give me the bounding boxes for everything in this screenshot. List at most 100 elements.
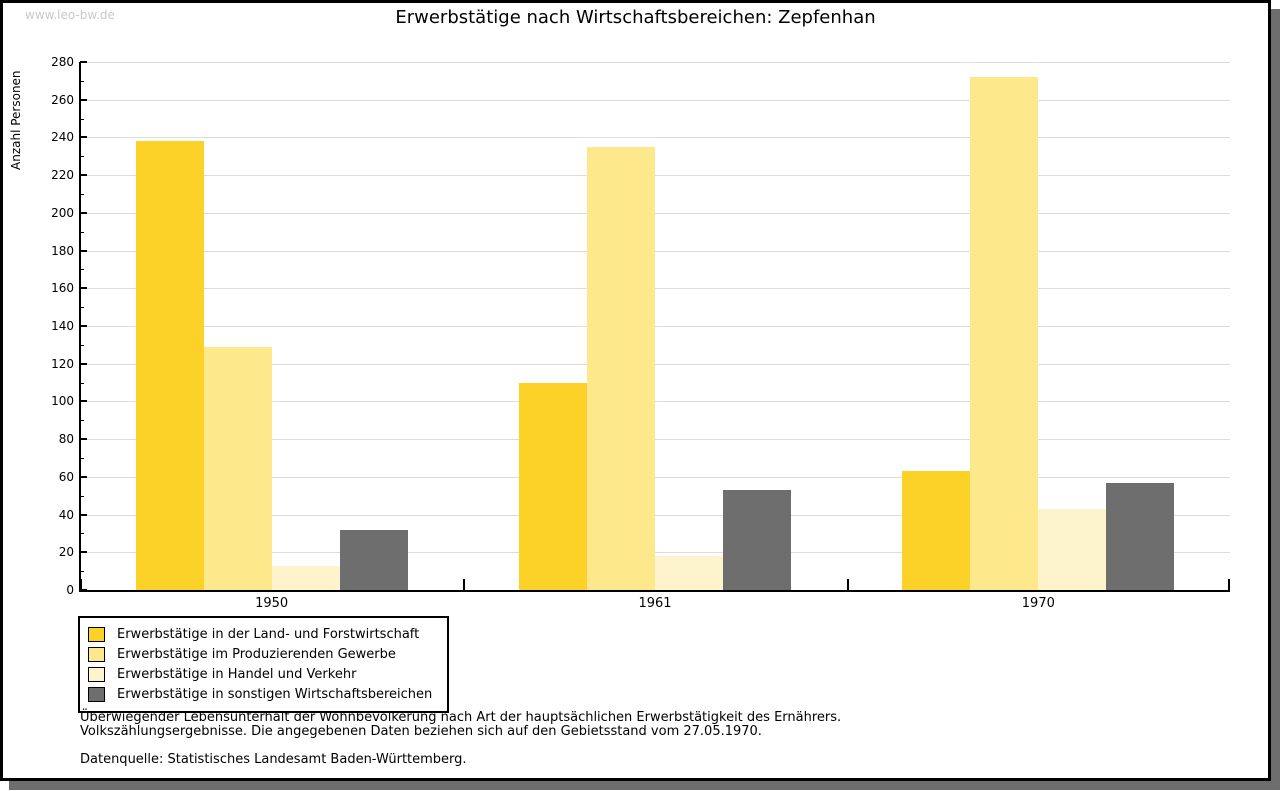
gridline-y-280 xyxy=(80,62,1230,63)
x-boundary-tick-3 xyxy=(1228,579,1230,590)
y-minor-tick-150 xyxy=(80,307,84,309)
x-category-label-1961: 1961 xyxy=(638,596,672,611)
bar-1970-series-1 xyxy=(902,471,971,590)
y-major-tick-160 xyxy=(80,287,87,290)
bar-1961-series-4 xyxy=(723,490,791,590)
y-tick-label-40: 40 xyxy=(58,507,74,522)
legend-swatch-icon xyxy=(88,646,105,662)
bar-1961-series-1 xyxy=(519,382,587,590)
y-tick-label-80: 80 xyxy=(58,432,74,447)
watermark-leo-bw: www.leo-bw.de xyxy=(25,8,115,22)
gridline-y-260 xyxy=(80,99,1230,101)
bar-1961-series-2 xyxy=(587,146,655,590)
bar-1970-series-2 xyxy=(970,77,1039,590)
gridline-y-200 xyxy=(80,212,1230,214)
y-tick-label-240: 240 xyxy=(51,130,74,145)
y-minor-tick-210 xyxy=(80,194,84,195)
bar-1950-series-2 xyxy=(203,346,272,590)
x-boundary-tick-2 xyxy=(846,579,849,590)
y-minor-tick-230 xyxy=(80,156,84,158)
y-major-tick-20 xyxy=(80,551,87,554)
gridline-y-40 xyxy=(80,514,1230,516)
y-tick-label-120: 120 xyxy=(51,356,74,371)
y-minor-tick-30 xyxy=(80,533,84,535)
gridline-y-220 xyxy=(80,175,1230,177)
bar-1950-series-4 xyxy=(339,529,408,590)
legend-swatch-icon xyxy=(88,686,105,702)
legend-item-1: Erwerbstätige in der Land- und Forstwirt… xyxy=(88,624,437,644)
y-minor-tick-70 xyxy=(80,458,84,459)
y-minor-tick-110 xyxy=(80,382,84,384)
x-axis-line xyxy=(79,590,1230,592)
bar-1970-series-4 xyxy=(1106,482,1175,590)
y-minor-tick-130 xyxy=(80,344,84,346)
gridline-y-160 xyxy=(80,288,1230,290)
y-major-tick-280 xyxy=(80,61,87,63)
bar-1950-series-1 xyxy=(135,141,204,590)
legend-swatch-icon xyxy=(88,626,105,642)
plot-area: 0 20 40 60 80 100 120 140 160 180 200 220 240 260 280 … xyxy=(51,55,1230,611)
y-major-tick-220 xyxy=(80,174,87,177)
legend-swatch-icon xyxy=(88,666,105,682)
x-category-label-1970: 1970 xyxy=(1021,596,1055,611)
y-tick-label-220: 220 xyxy=(51,168,74,183)
bar-1950-series-3 xyxy=(271,565,340,590)
y-major-tick-180 xyxy=(80,249,87,252)
x-category-label-1950: 1950 xyxy=(255,596,289,611)
y-minor-tick-250 xyxy=(80,118,84,120)
y-tick-label-20: 20 xyxy=(58,545,74,560)
footnote-line-1: Überwiegender Lebensunterhalt der Wohnbe… xyxy=(80,710,842,725)
legend-label: Erwerbstätige in der Land- und Forstwirt… xyxy=(117,626,420,642)
legend-box: Erwerbstätige in der Land- und Forstwirt… xyxy=(78,616,449,713)
y-minor-tick-90 xyxy=(80,420,84,422)
y-major-tick-240 xyxy=(80,136,87,139)
gridline-y-60 xyxy=(80,476,1230,478)
y-tick-label-280: 280 xyxy=(51,55,74,69)
y-major-tick-60 xyxy=(80,475,87,478)
gridline-y-180 xyxy=(80,250,1230,252)
y-tick-label-200: 200 xyxy=(51,205,74,220)
legend-item-2: Erwerbstätige im Produzierenden Gewerbe xyxy=(88,644,437,664)
y-tick-label-0: 0 xyxy=(66,583,74,597)
gridline-y-140 xyxy=(80,326,1230,327)
y-minor-tick-190 xyxy=(80,231,84,233)
y-major-tick-260 xyxy=(80,98,87,101)
legend-label: Erwerbstätige im Produzierenden Gewerbe xyxy=(117,646,396,662)
y-minor-tick-10 xyxy=(80,571,84,573)
y-axis-title: Anzahl Personen xyxy=(9,70,23,170)
y-tick-label-160: 160 xyxy=(51,281,74,296)
chart-title: Erwerbstätige nach Wirtschaftsbereichen:… xyxy=(395,7,876,28)
gridline-y-80 xyxy=(80,439,1230,441)
y-major-tick-0 xyxy=(80,589,87,591)
x-boundary-tick-0 xyxy=(80,579,82,590)
y-major-tick-40 xyxy=(80,513,87,516)
gridline-y-120 xyxy=(80,363,1230,365)
y-tick-label-60: 60 xyxy=(58,469,74,484)
footnote-line-2: Volkszählungsergebnisse. Die angegebenen… xyxy=(80,724,762,739)
y-major-tick-140 xyxy=(80,325,87,327)
y-minor-tick-50 xyxy=(80,495,84,497)
bar-1961-series-3 xyxy=(655,556,723,590)
gridline-y-20 xyxy=(80,552,1230,554)
legend-label: Erwerbstätige in Handel und Verkehr xyxy=(117,666,357,682)
y-minor-tick-170 xyxy=(80,269,84,271)
x-boundary-tick-1 xyxy=(463,579,466,590)
y-major-tick-100 xyxy=(80,400,87,403)
y-tick-label-140: 140 xyxy=(51,319,74,333)
y-major-tick-80 xyxy=(80,438,87,441)
y-major-tick-120 xyxy=(80,362,87,365)
gridline-y-240 xyxy=(80,137,1230,139)
bar-1970-series-3 xyxy=(1038,508,1107,590)
y-tick-label-180: 180 xyxy=(51,243,74,258)
y-tick-label-260: 260 xyxy=(51,92,74,107)
data-source-note: Datenquelle: Statistisches Landesamt Bad… xyxy=(80,752,467,767)
y-tick-label-100: 100 xyxy=(51,394,74,409)
legend-item-3: Erwerbstätige in Handel und Verkehr xyxy=(88,664,437,684)
y-major-tick-200 xyxy=(80,211,87,214)
legend-item-4: Erwerbstätige in sonstigen Wirtschaftsbe… xyxy=(88,684,437,704)
y-minor-tick-270 xyxy=(80,80,84,82)
gridline-y-100 xyxy=(80,401,1230,403)
legend-items: Erwerbstätige in der Land- und Forstwirt… xyxy=(88,624,437,704)
legend-label: Erwerbstätige in sonstigen Wirtschaftsbe… xyxy=(117,686,433,702)
